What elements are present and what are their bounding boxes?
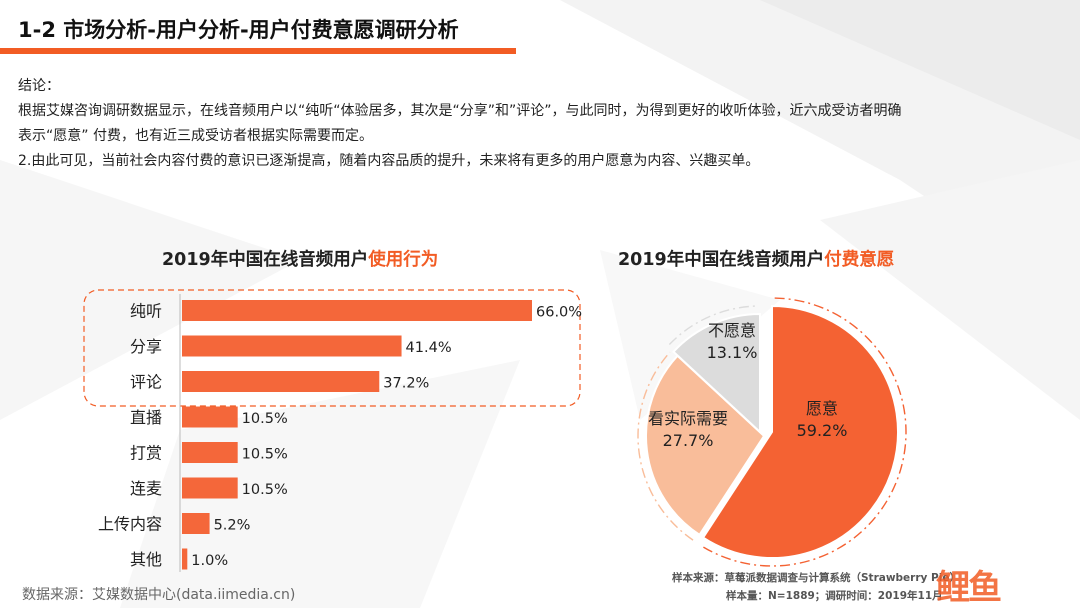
pie-chart-title-main: 2019年中国在线音频用户 xyxy=(618,250,825,270)
bar-category-label: 连麦 xyxy=(130,479,162,498)
bar xyxy=(182,442,238,463)
bar xyxy=(182,371,380,392)
bar-value-label: 41.4% xyxy=(406,340,452,356)
page-title: 1-2 市场分析-用户分析-用户付费意愿调研分析 xyxy=(18,18,459,42)
bar-category-label: 上传内容 xyxy=(98,515,162,534)
sample-source: 样本来源：草莓派数据调查与计算系统（Strawberry Pie） xyxy=(672,572,960,584)
pie-slice xyxy=(645,354,766,537)
conclusion-text: 结论： 根据艾媒咨询调研数据显示，在线音频用户以“纯听“体验居多，其次是“分享”… xyxy=(18,74,1078,174)
bar-category-label: 直播 xyxy=(130,408,162,427)
sample-size: 样本量：N=1889；调研时间：2019年11月 xyxy=(726,590,943,602)
bar-value-label: 66.0% xyxy=(536,305,582,321)
bar-value-label: 1.0% xyxy=(191,553,228,569)
pie-slice xyxy=(701,304,899,559)
pie-slice-value: 59.2% xyxy=(797,421,848,440)
pie-chart-title-highlight: 付费意愿 xyxy=(824,250,895,270)
bar-category-label: 分享 xyxy=(130,337,162,356)
conclusion-line: 2.由此可见，当前社会内容付费的意识已逐渐提高，随着内容品质的提升，未来将有更多… xyxy=(18,153,760,169)
bar xyxy=(182,513,210,534)
highlight-box xyxy=(83,289,581,407)
bar xyxy=(182,335,402,357)
conclusion-line: 根据艾媒咨询调研数据显示，在线音频用户以“纯听“体验居多，其次是“分享”和”评论… xyxy=(18,103,902,119)
bar-value-label: 10.5% xyxy=(242,411,288,427)
bar xyxy=(182,477,238,499)
pie-slice xyxy=(672,312,761,435)
bar-chart-title-main: 2019年中国在线音频用户 xyxy=(162,250,369,270)
title-underline xyxy=(0,48,516,54)
pie-slice-value: 27.7% xyxy=(663,431,714,450)
bar xyxy=(182,548,188,570)
pie-slice-label: 愿意 xyxy=(806,399,838,418)
bar xyxy=(182,300,532,321)
bar-value-label: 10.5% xyxy=(242,482,288,498)
brand-logo: 鲤鱼 xyxy=(936,568,1002,608)
bar-chart: 纯听 66.0% 分享 41.4% 评论 37.2% 直播 10.5% 打赏 10.5% 连麦 10.… xyxy=(83,289,582,572)
bar-category-label: 评论 xyxy=(130,373,162,392)
bar-value-label: 5.2% xyxy=(214,518,251,534)
conclusion-line: 表示“愿意” 付费，也有近三成受访者根据实际需要而定。 xyxy=(18,128,373,144)
bar-chart-title: 2019年中国在线音频用户使用行为 xyxy=(162,246,438,271)
bar xyxy=(182,406,238,428)
bar-value-label: 10.5% xyxy=(242,447,288,463)
pie-slice-outline xyxy=(668,305,758,345)
pie-slice-value: 13.1% xyxy=(707,343,758,362)
bar-value-label: 37.2% xyxy=(383,376,429,392)
bar-chart-title-highlight: 使用行为 xyxy=(368,250,439,270)
data-source: 数据来源：艾媒数据中心(data.iimedia.cn) xyxy=(22,587,296,603)
pie-chart: 愿意 59.2% 看实际需要 27.7% 不愿意 13.1% xyxy=(637,297,907,567)
pie-slice-outline xyxy=(637,351,694,541)
bar-category-label: 其他 xyxy=(130,550,162,569)
conclusion-line: 结论： xyxy=(18,78,60,94)
pie-slice-label: 看实际需要 xyxy=(648,409,728,428)
bar-category-label: 纯听 xyxy=(130,302,162,321)
bar-category-label: 打赏 xyxy=(130,444,162,463)
pie-slice-outline xyxy=(700,297,907,567)
pie-slice-label: 不愿意 xyxy=(708,321,756,340)
pie-chart-title: 2019年中国在线音频用户付费意愿 xyxy=(618,246,894,271)
